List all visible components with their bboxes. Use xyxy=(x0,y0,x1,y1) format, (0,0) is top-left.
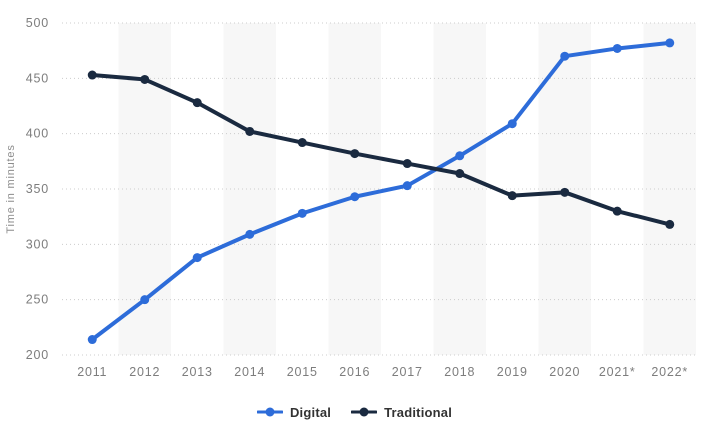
legend-label-digital: Digital xyxy=(289,404,332,420)
x-tick-label: 2017 xyxy=(392,365,423,379)
traditional-legend-marker-icon xyxy=(351,407,378,417)
legend-item-traditional[interactable]: Traditional xyxy=(351,405,452,420)
traditional-point-2018[interactable] xyxy=(455,169,465,179)
traditional-point-2014[interactable] xyxy=(245,126,255,136)
y-tick-label: 200 xyxy=(26,348,49,362)
digital-point-2015[interactable] xyxy=(297,208,307,218)
x-tick-label: 2013 xyxy=(182,365,213,379)
x-tick-label: 2016 xyxy=(339,365,370,379)
traditional-line xyxy=(90,73,672,227)
digital-point-2018[interactable] xyxy=(455,151,465,161)
chart-canvas: 200 250 300 350 400 450 500 2011 2012 2013 2014 201… xyxy=(5,16,697,379)
traditional-point-2012[interactable] xyxy=(140,74,150,84)
digital-line xyxy=(90,40,672,342)
plot-band xyxy=(643,23,696,355)
y-tick-label: 250 xyxy=(26,293,49,307)
x-tick-label: 2018 xyxy=(444,365,475,379)
y-tick-label: 400 xyxy=(26,127,49,141)
x-tick-label: 2012 xyxy=(129,365,160,379)
y-tick-label: 450 xyxy=(26,71,49,85)
y-tick-label: 350 xyxy=(26,182,49,196)
x-tick-label: 2022* xyxy=(651,365,688,379)
digital-point-2011[interactable] xyxy=(87,335,97,345)
digital-point-2012[interactable] xyxy=(140,295,150,305)
traditional-point-2015[interactable] xyxy=(297,138,307,148)
digital-point-2014[interactable] xyxy=(245,229,255,239)
x-tick-label: 2020 xyxy=(549,365,580,379)
x-tick-label: 2015 xyxy=(287,365,318,379)
plot-band xyxy=(223,23,276,355)
x-tick-label: 2021* xyxy=(599,365,636,379)
traditional-point-2019[interactable] xyxy=(507,191,517,201)
x-tick-label: 2019 xyxy=(497,365,528,379)
chart-legend: Digital Traditional xyxy=(0,399,709,425)
digital-point-2021*[interactable] xyxy=(612,43,622,53)
digital-point-2020[interactable] xyxy=(560,51,570,61)
y-tick-label: 500 xyxy=(26,16,49,30)
y-axis-title: Time in minutes xyxy=(5,144,17,233)
digital-legend-marker-icon xyxy=(256,407,283,417)
traditional-point-2021*[interactable] xyxy=(612,206,622,216)
digital-point-2017[interactable] xyxy=(402,181,412,191)
digital-point-2013[interactable] xyxy=(192,253,202,263)
traditional-point-2016[interactable] xyxy=(350,149,360,159)
y-tick-label: 300 xyxy=(26,237,49,251)
legend-item-digital[interactable]: Digital xyxy=(256,404,332,420)
traditional-point-2013[interactable] xyxy=(192,98,202,108)
x-tick-label: 2011 xyxy=(77,365,107,379)
digital-point-2019[interactable] xyxy=(507,119,517,129)
digital-point-2022*[interactable] xyxy=(665,38,675,48)
traditional-point-2011[interactable] xyxy=(87,70,97,80)
traditional-point-2022*[interactable] xyxy=(665,219,675,229)
traditional-point-2020[interactable] xyxy=(560,187,570,197)
legend-label-traditional: Traditional xyxy=(384,404,453,420)
x-tick-label: 2014 xyxy=(234,365,265,379)
digital-point-2016[interactable] xyxy=(350,192,360,202)
traditional-point-2017[interactable] xyxy=(402,159,412,169)
